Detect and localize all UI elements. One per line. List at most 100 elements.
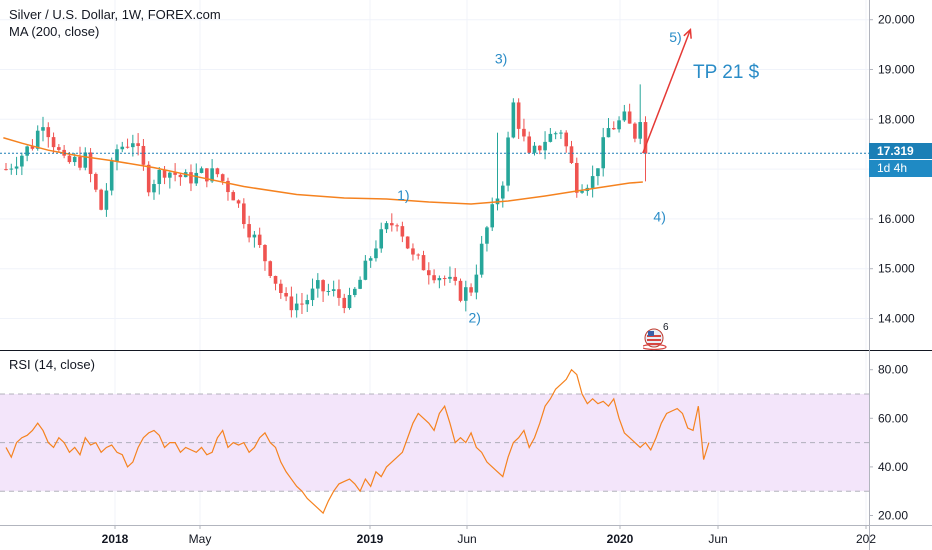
candle-body	[268, 261, 273, 276]
candle-body	[120, 146, 125, 150]
candle-body	[194, 172, 199, 184]
candle-body	[25, 146, 29, 156]
candle-body	[226, 180, 230, 193]
candle-body	[516, 102, 521, 129]
candle-body	[390, 223, 394, 226]
candle-body	[46, 127, 51, 138]
price-tick-label: 14.000	[878, 312, 915, 326]
rsi-line	[5, 368, 710, 515]
candle-body	[136, 143, 140, 146]
projection-arrow	[642, 29, 692, 154]
candle-body	[78, 156, 82, 168]
candle-body	[564, 132, 569, 147]
candle-body	[57, 147, 61, 150]
candle-body	[622, 111, 627, 121]
candle-body	[104, 190, 109, 210]
candle-body	[305, 300, 310, 305]
chart-title: Silver / U.S. Dollar, 1W, FOREX.com	[9, 7, 221, 22]
rsi-tick-label: 60.00	[878, 411, 908, 425]
candle-body	[379, 229, 384, 249]
wave-label-3: 3)	[495, 51, 507, 67]
candle-body	[99, 189, 103, 210]
candle-body	[178, 174, 183, 178]
candle-body	[210, 168, 214, 182]
candle-body	[326, 290, 331, 292]
candle-body	[453, 276, 458, 281]
price-tick-label: 18.000	[878, 112, 915, 126]
candle-body	[72, 156, 77, 163]
candle-body	[321, 280, 325, 292]
candle-body	[273, 275, 278, 284]
rsi-tick-label: 20.00	[878, 509, 908, 523]
candle-body	[611, 128, 616, 130]
candle-body	[199, 168, 204, 173]
ma200-line	[3, 137, 643, 205]
candle-body	[342, 297, 347, 309]
candle-body	[279, 283, 283, 293]
wave-label-2: 2)	[468, 309, 480, 325]
candle-body	[115, 149, 119, 162]
time-tick-label: 2020	[607, 532, 634, 546]
candle-body	[411, 248, 415, 255]
candle-body	[596, 168, 600, 177]
candle-body	[580, 191, 584, 193]
candle-body	[220, 174, 225, 181]
candle-body	[627, 111, 632, 124]
candle-body	[168, 172, 172, 178]
candle-body	[236, 200, 241, 204]
candle-body	[437, 278, 442, 281]
time-tick-label: 2018	[102, 532, 129, 546]
candle-body	[284, 292, 288, 297]
candle-body	[432, 275, 436, 281]
candle-body	[67, 155, 72, 163]
candle-body	[35, 130, 40, 149]
time-tick-label: Jun	[708, 532, 727, 546]
rsi-tick-label: 80.00	[878, 363, 908, 377]
candle-body	[316, 280, 320, 289]
candle-body	[643, 122, 648, 154]
wave-label-5: 5)	[669, 29, 681, 45]
candle-body	[559, 132, 563, 134]
candle-body	[152, 184, 156, 193]
candle-body	[109, 161, 114, 191]
candle-body	[215, 168, 220, 175]
candle-body	[337, 289, 341, 298]
candle-body	[416, 254, 421, 256]
candle-body	[427, 270, 431, 276]
candle-body	[9, 168, 14, 170]
candle-body	[131, 143, 135, 148]
candle-body	[553, 133, 558, 135]
watermark-logo: 6	[641, 322, 671, 351]
candle-body	[511, 102, 516, 138]
wave-label-1: 1)	[397, 187, 409, 203]
price-tick-label: 16.000	[878, 212, 915, 226]
candle-body	[527, 136, 532, 153]
candle-body	[30, 146, 35, 149]
candle-body	[537, 145, 542, 151]
price-tick-label: 20.000	[878, 13, 915, 27]
candle-body	[400, 226, 405, 237]
candle-body	[479, 243, 484, 275]
target-label: TP 21 $	[693, 62, 760, 83]
candle-body	[384, 223, 389, 230]
candle-body	[94, 173, 98, 190]
rsi-indicator-label: RSI (14, close)	[9, 357, 95, 372]
candle-body	[606, 128, 611, 138]
candle-body	[231, 192, 236, 201]
candle-body	[331, 289, 336, 291]
candle-body	[458, 280, 463, 301]
candle-body	[4, 169, 8, 171]
candle-body	[548, 133, 553, 142]
candle-body	[88, 152, 93, 174]
price-tick-label: 19.000	[878, 63, 915, 77]
candle-body	[543, 141, 547, 151]
candle-body	[83, 152, 88, 168]
candle-body	[289, 296, 294, 311]
candle-body	[247, 224, 251, 238]
candle-body	[590, 176, 595, 188]
candle-body	[569, 146, 574, 163]
candle-body	[405, 236, 410, 249]
candle-body	[141, 145, 146, 165]
watermark-number: 6	[663, 322, 669, 333]
candle-body	[162, 169, 167, 178]
